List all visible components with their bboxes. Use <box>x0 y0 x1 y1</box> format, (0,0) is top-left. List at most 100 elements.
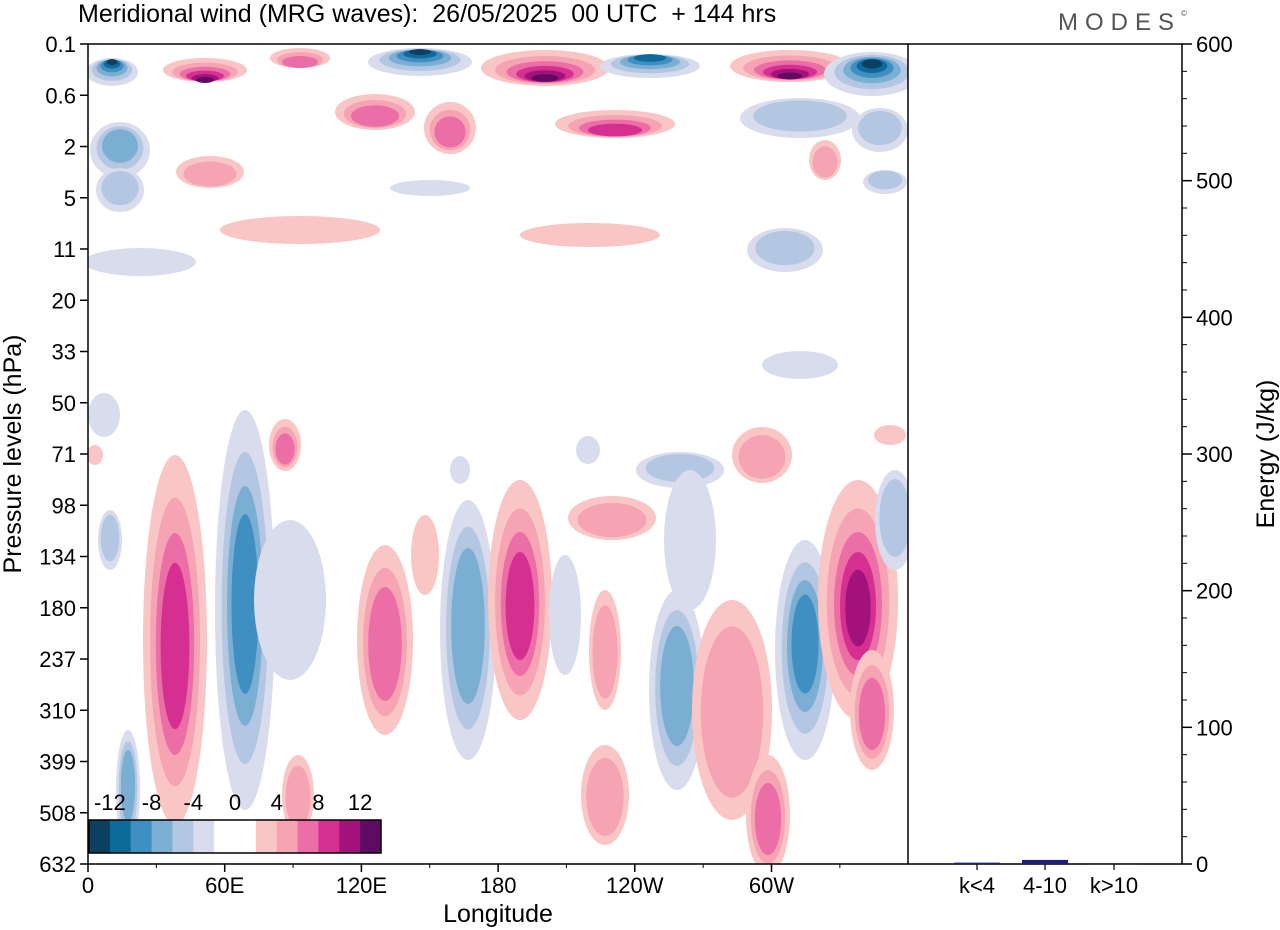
chart-title: Meridional wind (MRG waves): 26/05/2025 … <box>78 0 777 28</box>
x-tick-label: 180 <box>480 873 517 898</box>
energy-panel: 0 100 200 300 400 500 600 k<4 4-10 k>10 <box>908 32 1233 898</box>
contour-band <box>531 74 559 82</box>
colorbar-swatch <box>276 820 299 853</box>
y-tick-label: 508 <box>39 801 76 826</box>
modes-logo: MODES© <box>1058 9 1187 37</box>
energy-tick-label: 500 <box>1196 169 1233 194</box>
contour-band <box>183 161 237 187</box>
contour-band <box>106 59 118 65</box>
contour-band <box>753 100 847 132</box>
contour-band <box>450 456 470 484</box>
contour-band <box>777 72 803 80</box>
y-tick-label: 0.6 <box>45 83 76 108</box>
y-tick-label: 134 <box>39 545 76 570</box>
contour-band <box>220 216 380 244</box>
contour-band <box>285 765 311 829</box>
y-tick-label: 180 <box>39 596 76 621</box>
energy-tick-label: 400 <box>1196 305 1233 330</box>
contour-band <box>858 110 902 146</box>
contour-band <box>160 562 190 730</box>
y-axis-label: Pressure levels (hPa) <box>0 335 27 574</box>
colorbar-label: 4 <box>271 790 283 815</box>
contour-band <box>879 479 908 557</box>
contour-band <box>588 123 642 137</box>
energy-category-label: 4-10 <box>1023 873 1067 898</box>
energy-axis-label: Energy (J/kg) <box>1252 380 1280 529</box>
contour-band <box>520 223 660 247</box>
colorbar-swatch <box>318 820 340 853</box>
colorbar-swatch <box>172 820 194 853</box>
colorbar-swatch <box>297 820 319 853</box>
contour-band <box>434 116 466 148</box>
contour-band <box>812 146 838 178</box>
contour-band <box>451 548 485 704</box>
energy-tick-label: 0 <box>1196 852 1208 877</box>
y-tick-label: 11 <box>53 237 76 262</box>
contour-band <box>738 435 786 479</box>
y-tick-label: 71 <box>52 442 76 467</box>
y-tick-label: 5 <box>64 186 76 211</box>
colorbar-label: -12 <box>94 790 126 815</box>
contour-band <box>577 502 647 538</box>
y-tick-label: 98 <box>52 493 76 518</box>
contour-band <box>409 49 431 55</box>
contour-band <box>762 351 838 379</box>
x-tick-label: 60E <box>205 873 244 898</box>
contour-band <box>368 587 402 701</box>
contour-band <box>867 170 903 190</box>
colorbar-label: -4 <box>184 790 204 815</box>
energy-tick-label: 200 <box>1196 579 1233 604</box>
contour-band <box>874 425 906 445</box>
colorbar-swatch <box>235 820 257 853</box>
colorbar-frame <box>88 819 382 854</box>
contour-band <box>700 626 764 798</box>
contour-band <box>576 436 600 464</box>
energy-tick-label: 100 <box>1196 715 1233 740</box>
colorbar-swatch <box>360 820 382 853</box>
x-tick-label: 0 <box>82 873 94 898</box>
colorbar-swatch <box>130 820 153 853</box>
brand-mark: © <box>1181 9 1187 18</box>
colorbar-swatch <box>151 820 173 853</box>
y-tick-label: 20 <box>52 288 76 313</box>
contour-band <box>390 180 470 196</box>
y-tick-label: 33 <box>52 340 76 365</box>
contour-band <box>282 56 318 68</box>
colorbar-label: 0 <box>229 790 241 815</box>
y-tick-label: 50 <box>52 391 76 416</box>
wind-contour-field <box>88 48 908 864</box>
contour-band <box>592 605 618 699</box>
contour-band <box>660 626 694 746</box>
colorbar-swatch <box>214 820 236 853</box>
y-tick-label: 399 <box>39 750 76 775</box>
colorbar: -12 -8 -4 0 4 8 12 <box>88 790 382 854</box>
energy-category-label: k<4 <box>959 873 995 898</box>
x-tick-label: 120E <box>336 873 387 898</box>
contour-band <box>351 105 399 127</box>
contour-band <box>275 433 295 465</box>
contour-band <box>549 555 581 675</box>
colorbar-swatch <box>89 820 111 853</box>
contour-band <box>754 783 782 855</box>
brand-text: MODES <box>1058 9 1182 36</box>
contour-band <box>634 54 666 62</box>
contour-band <box>586 758 624 836</box>
heatmap-axes: 0.1 0.6 2 5 11 20 33 50 71 98 134 180 237 310 399 508 63… <box>39 32 909 898</box>
x-axis-label: Longitude <box>443 900 553 928</box>
x-tick-label: 120W <box>606 873 664 898</box>
colorbar-swatch <box>255 820 278 853</box>
y-tick-label: 0.1 <box>45 32 76 57</box>
contour-band <box>411 515 439 595</box>
energy-category-label: k>10 <box>1090 873 1138 898</box>
y-tick-label: 237 <box>39 647 76 672</box>
energy-bar <box>954 862 1000 864</box>
colorbar-swatch <box>109 820 132 853</box>
x-tick-label: 60W <box>749 873 794 898</box>
contour-band <box>120 750 136 822</box>
contour-band <box>88 393 120 437</box>
contour-band <box>196 77 214 83</box>
contour-band <box>88 248 196 276</box>
contour-band <box>755 230 815 266</box>
contour-band <box>791 594 819 694</box>
contour-band <box>231 514 259 694</box>
